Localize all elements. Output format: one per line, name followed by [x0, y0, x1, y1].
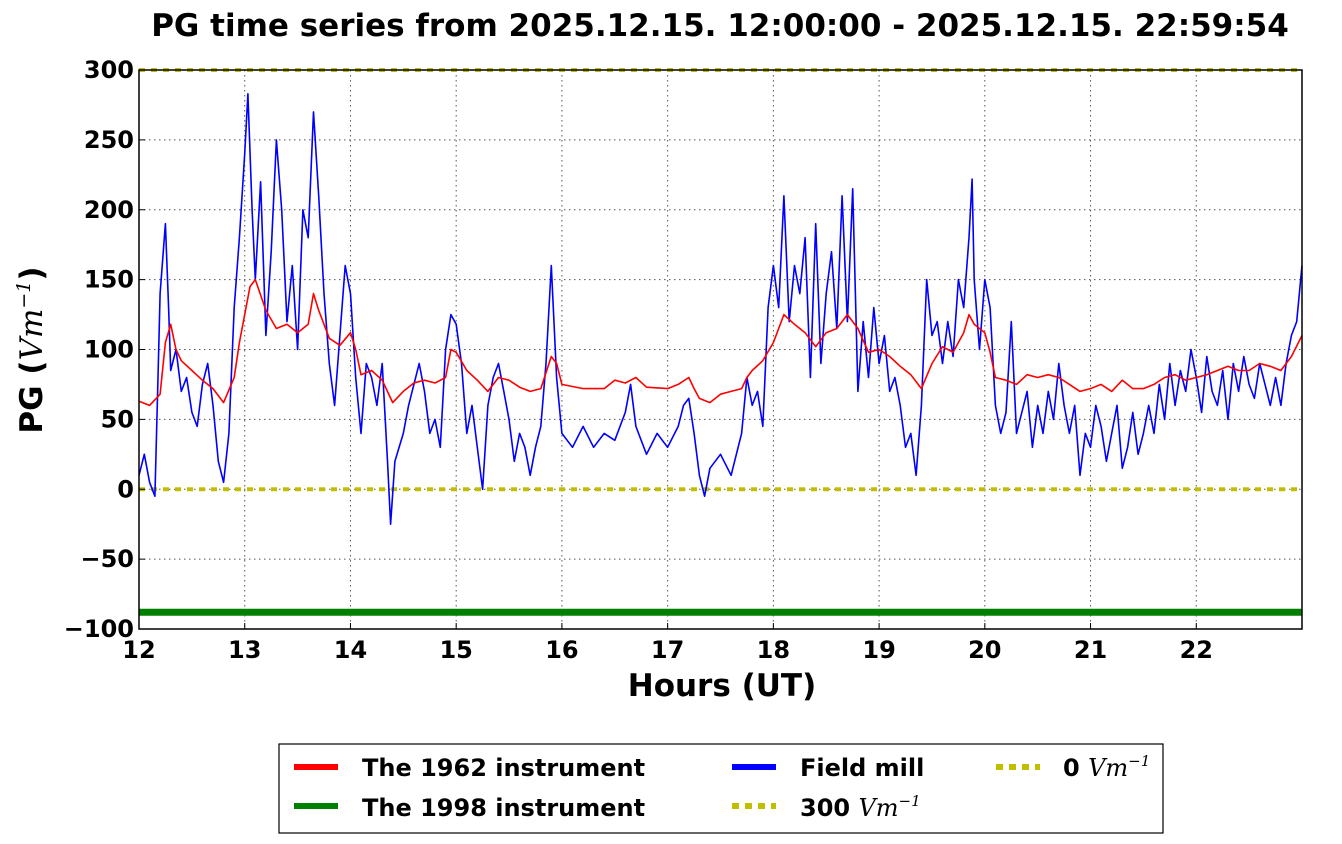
legend-label-0-exp: −1 — [1128, 752, 1150, 770]
legend-label-300-exp: −1 — [899, 792, 921, 810]
legend-label-300: 300 Vm−1 — [800, 792, 921, 822]
series-line-1962-instrument — [138, 278, 1303, 407]
legend-label-0-unit: Vm — [1088, 754, 1128, 782]
legend-label-field-mill: Field mill — [800, 754, 924, 782]
legend-box — [278, 743, 1164, 834]
x-tick-label: 16 — [545, 636, 578, 664]
y-tick-label: 100 — [84, 336, 134, 364]
y-tick-label: 250 — [84, 126, 134, 154]
y-axis-label: PG (Vm−1) — [13, 266, 50, 433]
x-tick-label: 17 — [651, 636, 684, 664]
y-tick-label: −100 — [64, 615, 134, 643]
x-tick-label: 19 — [862, 636, 895, 664]
x-tick-label: 13 — [228, 636, 261, 664]
legend-label-0: 0 Vm−1 — [1063, 752, 1150, 782]
y-tick-labels: 300 250 200 150 100 50 0 −50 −100 — [64, 56, 145, 643]
series-group — [138, 68, 1303, 616]
y-tick-label: 200 — [84, 196, 134, 224]
legend-label-1998: The 1998 instrument — [362, 794, 645, 822]
legend-label-1962: The 1962 instrument — [362, 754, 645, 782]
y-tick-label: 50 — [101, 405, 134, 433]
x-axis-label: Hours (UT) — [628, 668, 817, 704]
chart-title: PG time series from 2025.12.15. 12:00:00… — [151, 8, 1289, 44]
x-tick-label: 14 — [334, 636, 367, 664]
y-axis-label-unit: Vm — [14, 309, 50, 361]
y-tick-label: 300 — [84, 56, 134, 84]
y-tick-label: 150 — [84, 266, 134, 294]
legend-label-300-value: 300 — [800, 794, 858, 822]
grid-lines — [139, 70, 1302, 629]
legend-label-0-value: 0 — [1063, 754, 1088, 782]
y-axis-label-close: ) — [14, 266, 50, 280]
legend: The 1962 instrument The 1998 instrument … — [278, 743, 1164, 834]
x-tick-labels: 12 13 14 15 16 17 18 19 20 21 22 — [122, 623, 1213, 664]
x-tick-label: 20 — [968, 636, 1001, 664]
y-tick-label: −50 — [80, 545, 134, 573]
series-line-field-mill — [138, 93, 1303, 525]
x-tick-label: 15 — [439, 636, 472, 664]
y-axis-label-text: PG ( — [14, 360, 50, 433]
x-tick-label: 12 — [122, 636, 155, 664]
y-axis-label-exp: −1 — [13, 281, 35, 309]
y-tick-label: 0 — [117, 475, 134, 503]
x-tick-label: 22 — [1180, 636, 1213, 664]
x-tick-label: 18 — [757, 636, 790, 664]
x-tick-label: 21 — [1074, 636, 1107, 664]
legend-label-300-unit: Vm — [858, 794, 898, 822]
